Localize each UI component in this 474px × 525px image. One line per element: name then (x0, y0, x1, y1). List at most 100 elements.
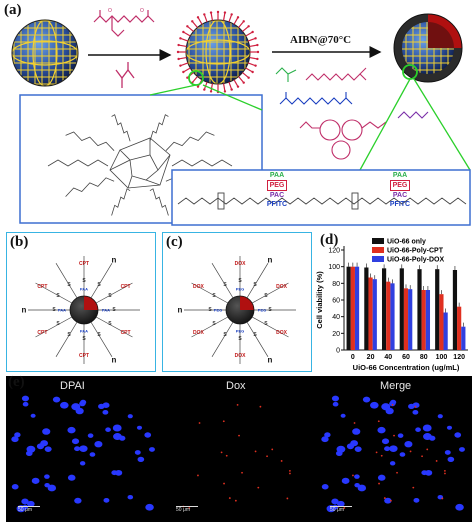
linker-label: S (67, 282, 71, 289)
label-peg: PEG (266, 180, 288, 191)
dox-spot (280, 460, 283, 462)
inner-unit-label: PAA (57, 307, 67, 313)
brush-end (182, 70, 185, 74)
brush-chain (191, 76, 198, 84)
bar (364, 267, 369, 350)
brush-end (203, 88, 206, 91)
polymer-backbone (177, 192, 467, 210)
brush-chain (180, 37, 189, 42)
nucleus-dapi (144, 432, 152, 438)
nucleus-dapi (47, 484, 57, 492)
cage-arm (47, 159, 109, 167)
outer-unit-label: CPT (37, 330, 48, 337)
linker-label: S (238, 278, 242, 285)
y-tick-label: 0 (336, 348, 340, 355)
nucleus-dapi (21, 498, 29, 505)
nucleus-merge (321, 484, 329, 490)
inner-unit-label: PEG (213, 307, 223, 313)
block-labels-1: PAA PEG PAC PFITC (252, 171, 302, 209)
nucleus-merge (454, 432, 462, 438)
brush-chain (247, 37, 256, 42)
nucleus-dapi (112, 424, 122, 432)
cage-arm (65, 131, 115, 151)
dox-spot-merge (380, 454, 383, 457)
chain-end-label: n (177, 305, 183, 315)
image-label-dox: Dox (226, 380, 246, 392)
structure-atom-o: O (140, 8, 144, 14)
brush-end (196, 16, 200, 19)
nucleus-dapi (79, 401, 86, 407)
inner-unit-label: PAA (79, 328, 89, 334)
dox-spot-merge (441, 497, 444, 500)
image-label-merge: Merge (380, 380, 412, 392)
nucleus-merge (332, 504, 339, 510)
nucleus-merge (397, 433, 404, 438)
legend-swatch (372, 256, 384, 262)
bar (408, 289, 413, 350)
x-tick-label: 0 (351, 354, 355, 361)
x-axis-label: UiO-66 Concentration (ug/mL) (353, 363, 460, 372)
brush-chain (210, 83, 214, 92)
brush-chain (245, 67, 253, 73)
scale-bar-2: 50 μm (176, 506, 198, 513)
brush-chain (183, 31, 191, 37)
inner-unit-label: PEG (257, 307, 267, 313)
outer-unit-label: DOX (234, 353, 246, 360)
outer-unit-label: CPT (120, 283, 131, 290)
star-arm (90, 263, 113, 299)
bar (346, 266, 351, 350)
dox-spot-merge (375, 451, 378, 454)
linker-label: S (264, 292, 268, 299)
nucleus-merge (354, 474, 360, 479)
cage-arm (165, 131, 215, 151)
brush-end (242, 20, 245, 23)
nucleus-merge (337, 500, 345, 507)
chain-end-label: n (21, 305, 27, 315)
brush-end (247, 76, 250, 79)
brush-chain (222, 12, 226, 21)
nucleus-merge (421, 470, 428, 476)
dox-spot (197, 474, 199, 477)
brush-end (186, 25, 189, 28)
brush-end (256, 50, 260, 54)
nucleus-dapi (42, 428, 51, 435)
nucleus-merge (331, 498, 339, 505)
star-arm (55, 263, 78, 299)
brush-end (254, 37, 257, 40)
polymer-box (171, 169, 471, 226)
x-tick-label: 20 (367, 354, 375, 361)
nucleus-merge (423, 433, 432, 441)
brush-end (177, 57, 180, 61)
brush-chain (233, 79, 239, 87)
nucleus-dapi (22, 401, 29, 407)
panel-d-label: (d) (320, 232, 339, 248)
nucleus-merge (321, 436, 329, 443)
nucleus-merge (331, 395, 340, 402)
nucleus-dapi (27, 500, 35, 507)
linker-label: S (253, 331, 257, 338)
bar (403, 288, 409, 350)
linker-label: S (82, 335, 86, 342)
star-arm (95, 282, 133, 304)
nucleus-merge (335, 450, 343, 457)
y-tick-label: 80 (332, 281, 340, 288)
linker-label: S (112, 307, 116, 313)
brush-end (254, 64, 257, 67)
panel-a-scheme: O O (11, 8, 471, 226)
bar (421, 290, 426, 350)
dox-spot (188, 507, 191, 509)
nucleus-merge (455, 503, 464, 511)
x-tick-label: 40 (384, 354, 392, 361)
nucleus-dapi (11, 436, 19, 443)
inner-unit-label: PEG (235, 328, 245, 334)
nucleus-dapi (94, 440, 103, 448)
star-arm (35, 282, 73, 304)
linker-label: S (108, 321, 112, 328)
dox-spot (225, 454, 228, 457)
nucleus-dapi (149, 447, 155, 452)
nucleus-merge (389, 461, 396, 466)
dox-spot (234, 499, 237, 502)
dox-spot (289, 472, 291, 475)
